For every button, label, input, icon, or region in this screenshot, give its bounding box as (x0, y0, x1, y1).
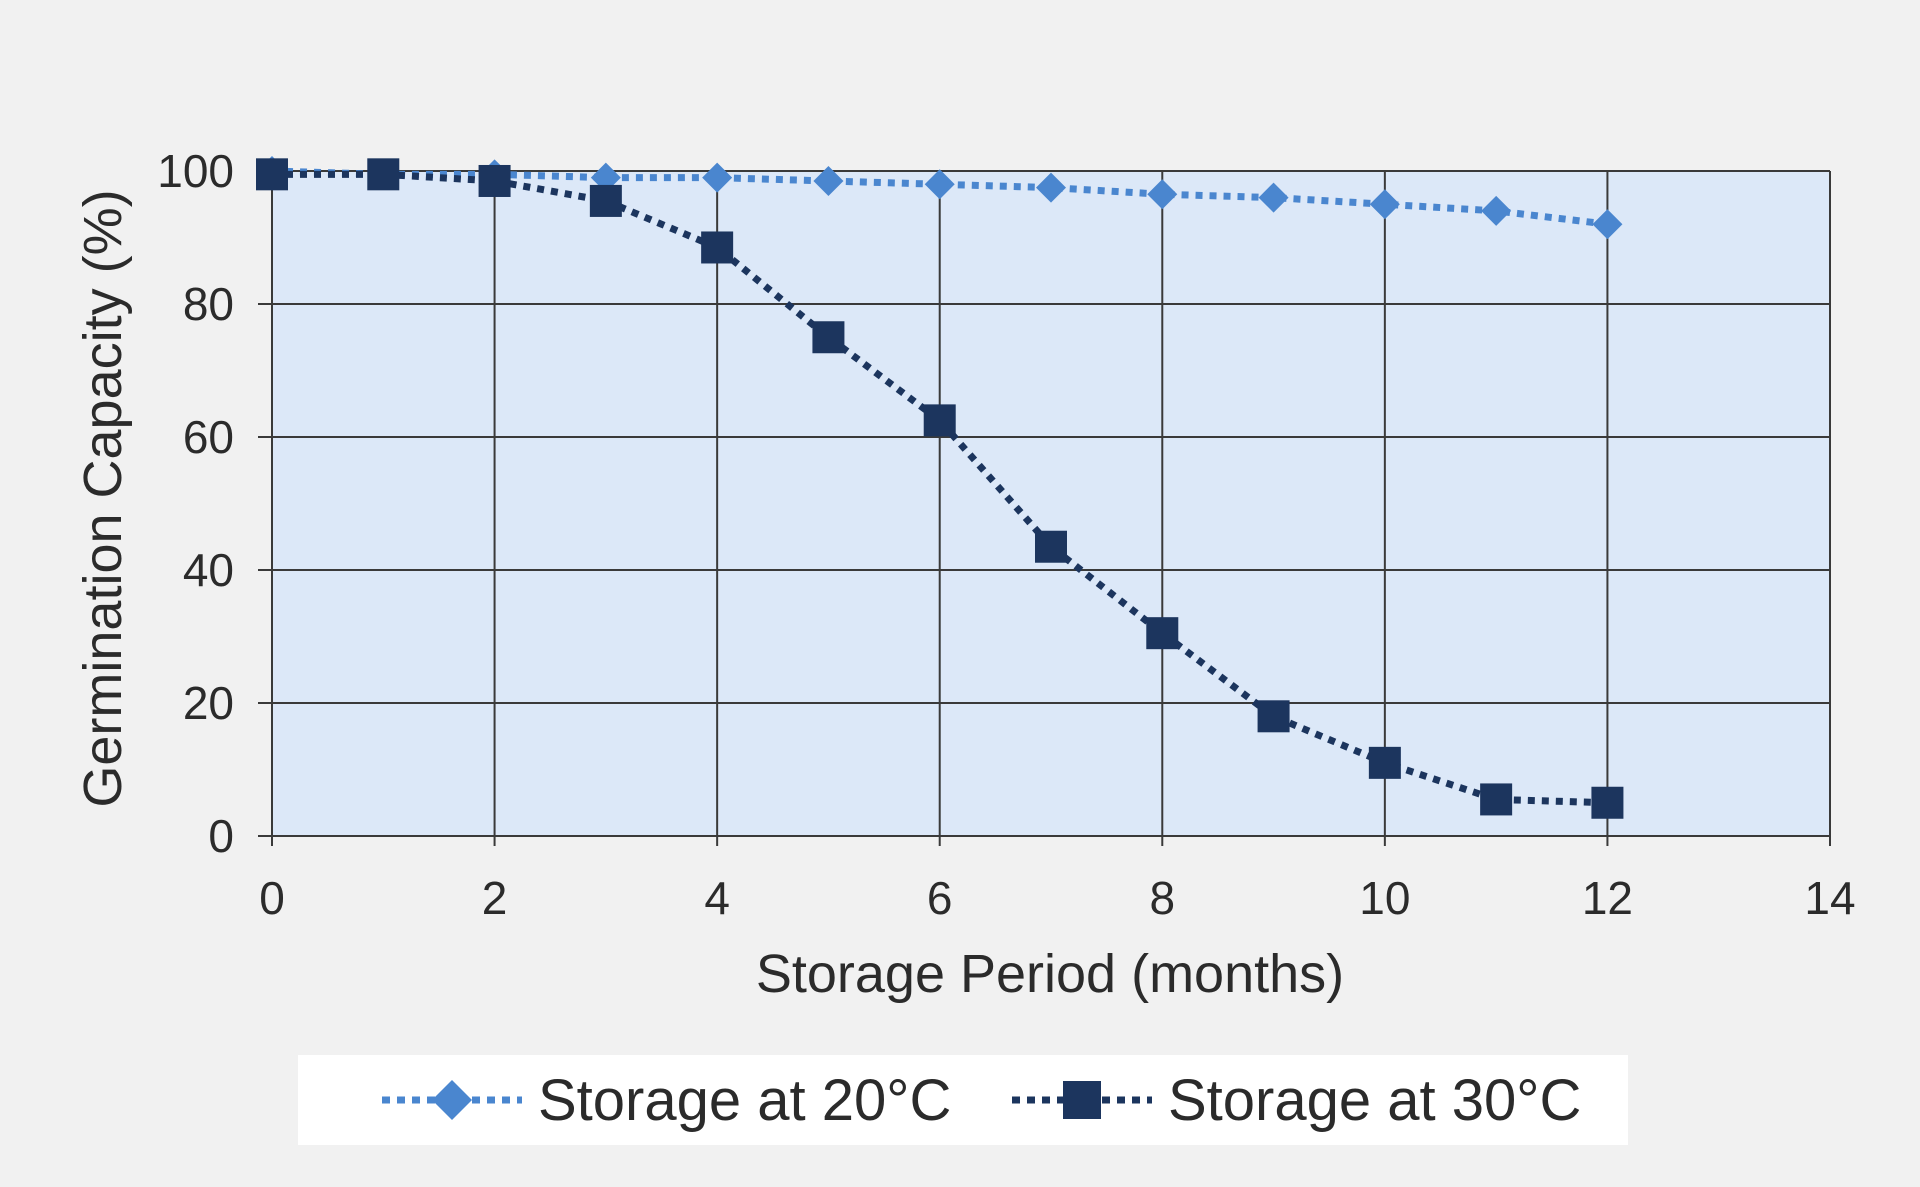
y-axis-title: Germination Capacity (%) (73, 189, 133, 807)
data-point (1591, 786, 1624, 819)
x-tick-label: 14 (1804, 872, 1855, 924)
y-tick-label: 100 (157, 145, 234, 197)
data-point (701, 231, 734, 264)
legend: Storage at 20°C Storage at 30°C (298, 1055, 1628, 1145)
data-point (478, 164, 511, 197)
data-point (923, 404, 956, 437)
data-point (1258, 182, 1289, 213)
data-point (1480, 783, 1513, 816)
data-point (702, 162, 733, 193)
x-tick-label: 10 (1359, 872, 1410, 924)
data-point (1257, 700, 1290, 733)
data-point (1368, 746, 1401, 779)
data-point (256, 158, 288, 191)
y-tick-label: 60 (183, 411, 234, 463)
legend-label: Storage at 20°C (538, 1068, 951, 1133)
axes: 0 2 4 6 8 10 12 14 0 20 40 60 80 100 (157, 145, 1855, 924)
plot-area (272, 171, 1830, 836)
data-point (367, 158, 400, 191)
data-point (1147, 179, 1178, 210)
data-point (1036, 172, 1066, 203)
x-tick-label: 4 (704, 872, 730, 924)
y-tick-label: 80 (183, 278, 234, 330)
data-point (1146, 617, 1179, 650)
data-point (1035, 530, 1067, 563)
legend-label: Storage at 30°C (1168, 1068, 1581, 1133)
x-axis-title: Storage Period (months) (756, 944, 1344, 1004)
x-tick-label: 0 (259, 872, 285, 924)
data-point (589, 184, 622, 217)
legend-marker (1063, 1081, 1101, 1119)
x-tick-label: 2 (482, 872, 508, 924)
data-point (812, 321, 845, 354)
x-tick-label: 8 (1149, 872, 1175, 924)
data-point (1481, 195, 1512, 226)
data-point (813, 165, 844, 196)
data-point (924, 169, 955, 200)
y-tick-label: 20 (183, 677, 234, 729)
grid-lines (258, 170, 1831, 846)
series-layer (256, 156, 1624, 819)
data-point (1369, 189, 1400, 220)
y-tick-label: 0 (208, 810, 234, 862)
legend-item: Storage at 30°C (1012, 1068, 1581, 1133)
legend-marker (432, 1080, 472, 1120)
data-point (1592, 209, 1623, 240)
x-tick-label: 12 (1582, 872, 1633, 924)
y-tick-label: 40 (183, 544, 234, 596)
x-tick-label: 6 (927, 872, 953, 924)
legend-item: Storage at 20°C (382, 1068, 951, 1133)
series-30c (256, 158, 1624, 819)
